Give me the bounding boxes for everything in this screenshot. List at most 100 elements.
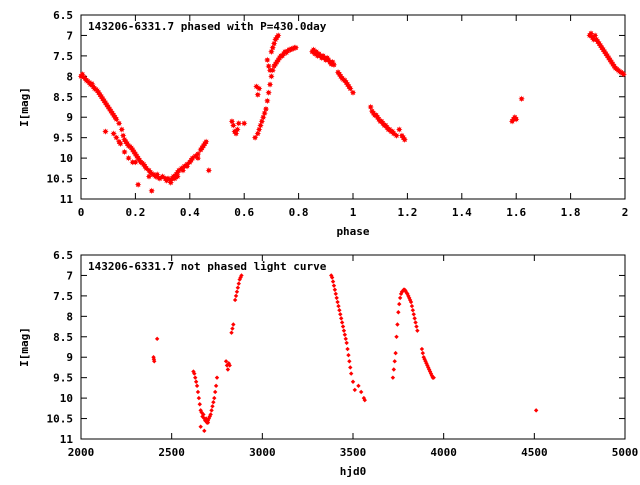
data-point [212,389,218,395]
data-point [212,395,217,401]
data-point [342,332,348,337]
plot-frame [80,14,626,200]
data-point [264,56,271,64]
x-tick-label: 3500 [340,446,367,459]
data-point [336,303,341,309]
data-point [411,312,416,317]
data-point [211,400,216,405]
x-tick-label: 0.4 [180,206,200,219]
data-point [210,404,215,409]
data-point [193,375,198,380]
data-point [235,285,241,290]
data-point [230,326,235,331]
data-point [330,61,338,69]
x-tick-label: 0.8 [289,206,309,219]
data-point [409,303,415,309]
data-point [234,126,241,133]
plot-frame [80,254,626,440]
data-point [335,299,340,305]
data-point [183,163,191,170]
data-point [174,173,181,180]
data-point [205,420,211,425]
data-point [333,291,338,297]
data-point [348,365,353,370]
data-point [346,352,351,358]
data-point [117,140,124,147]
data-point [620,71,627,78]
data-point [345,346,350,352]
data-point [390,375,396,380]
y-tick-label: 10.5 [47,413,74,426]
data-point [193,379,199,384]
y-tick-label: 10 [60,152,73,165]
data-point [533,408,539,413]
data-point [113,134,120,141]
x-tick-label: 4500 [521,446,548,459]
data-point [275,32,282,39]
data-point [352,387,358,393]
y-tick-label: 8 [66,70,73,83]
data-point [334,295,339,301]
x-tick-label: 1.6 [506,206,526,219]
data-point [394,334,399,339]
data-point [233,293,239,299]
data-point [132,159,139,166]
data-point [197,402,202,407]
data-point [205,167,213,174]
data-point [167,179,174,186]
data-point [196,395,202,401]
y-axis-label: I[mag] [18,327,31,367]
data-point [356,383,361,389]
phased-light-curve-panel: 0 0.2 0.4 0.6 0.8 1 1.2 1.4 1.6 1.8 2 6.5 7 7.5 8 8.5 9 9… [18,9,628,238]
data-point [102,128,109,135]
y-tick-label: 7 [66,29,73,42]
y-tick-label: 7.5 [53,290,73,303]
data-point [192,371,197,376]
data-point [395,322,400,327]
data-point [347,85,354,92]
data-point [225,367,231,372]
y-tick-label: 9 [66,111,73,124]
x-tick-label: 1.8 [561,206,581,219]
data-point [419,346,425,352]
x-axis-label: hjd0 [340,465,367,478]
data-point [513,116,520,123]
data-point [251,134,259,141]
x-tick-label: 2 [622,206,629,219]
data-point [412,316,417,321]
data-point [202,428,207,434]
y-axis-label: I[mag] [18,87,31,127]
data-point [236,281,241,286]
data-point [431,375,436,380]
data-point [254,91,261,98]
data-point [232,297,238,303]
x-tick-label: 3000 [249,446,276,459]
data-point [349,89,357,96]
data-point [397,301,402,307]
data-point [121,148,128,156]
data-point [115,120,123,127]
x-tick-label: 2000 [68,446,95,459]
data-point [198,424,203,429]
data-point [239,273,244,278]
data-point [268,73,275,80]
x-tick-label: 1.2 [397,206,417,219]
data-point [344,340,349,346]
data-point [191,369,196,374]
y-tick-label: 8 [66,310,73,323]
data-point [118,126,125,133]
data-point [393,350,398,356]
data-point [264,97,271,105]
y-tick-label: 6.5 [53,9,73,22]
x-tick-label: 5000 [612,446,639,459]
data-point [339,320,345,325]
data-point [113,116,120,123]
data-point [347,359,352,364]
y-tick-label: 7.5 [53,50,73,63]
data-point [202,138,210,145]
data-point [208,412,213,417]
data-point [348,371,354,376]
data-point [518,95,525,103]
